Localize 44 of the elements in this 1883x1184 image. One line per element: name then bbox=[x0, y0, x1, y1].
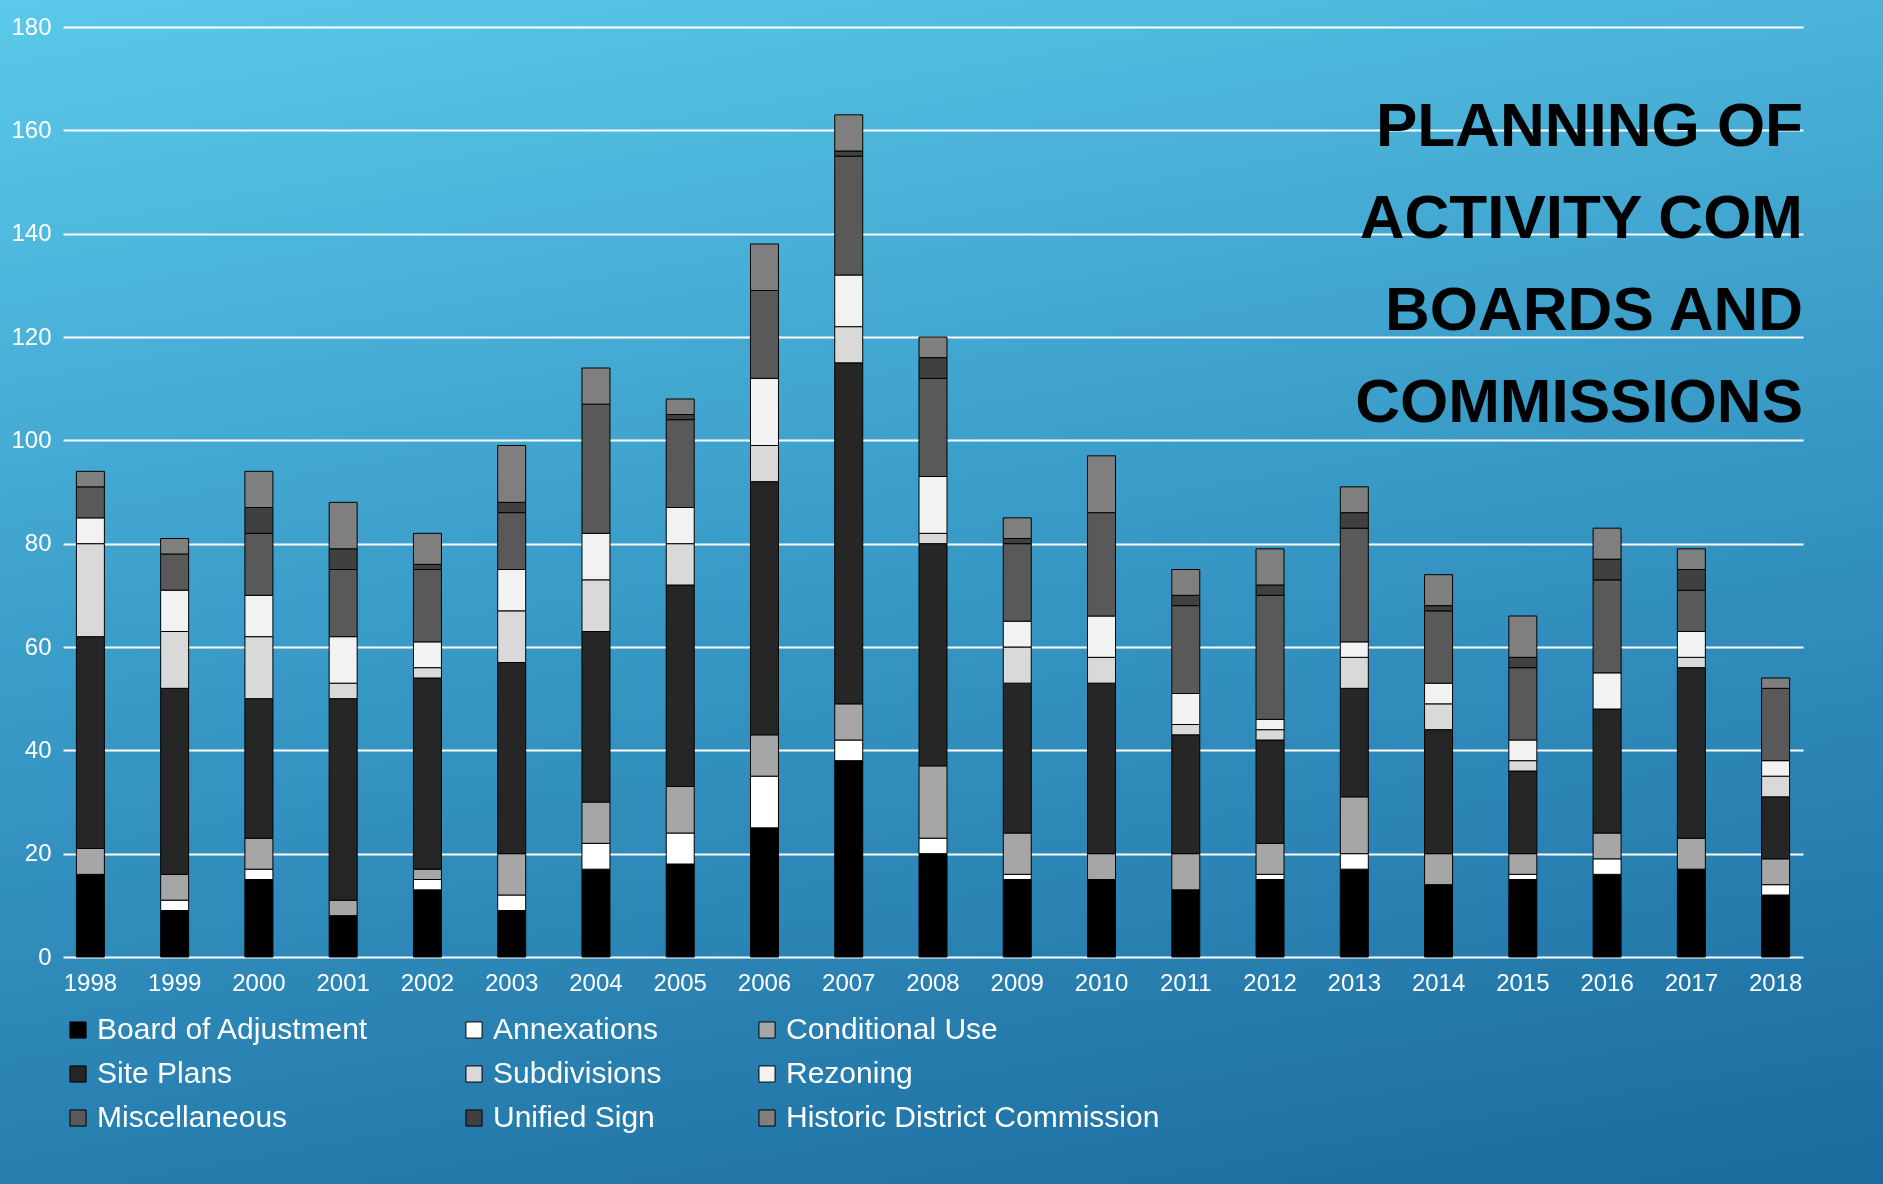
x-tick-label: 2014 bbox=[1411, 968, 1466, 996]
legend-label: Board of Adjustment bbox=[97, 1012, 368, 1045]
x-tick-label: 2018 bbox=[1748, 968, 1803, 996]
x-tick-label: 2010 bbox=[1074, 968, 1129, 996]
x-tick-label: 1998 bbox=[63, 968, 118, 996]
x-tick-label: 2005 bbox=[653, 968, 707, 996]
y-tick-label: 60 bbox=[24, 632, 52, 660]
legend-label: Unified Sign bbox=[493, 1100, 655, 1133]
x-tick-label: 2009 bbox=[990, 968, 1044, 996]
x-tick-label: 1999 bbox=[147, 968, 202, 996]
bar bbox=[1255, 879, 1285, 958]
x-tick-label: 2001 bbox=[316, 968, 370, 996]
x-tick-label: 2003 bbox=[485, 968, 539, 996]
x-tick-label: 2017 bbox=[1664, 968, 1719, 996]
y-tick-label: 180 bbox=[11, 12, 52, 40]
legend-label: Subdivisions bbox=[493, 1056, 662, 1089]
bar bbox=[1424, 574, 1454, 607]
legend-label: Rezoning bbox=[786, 1056, 913, 1089]
x-tick-label: 2007 bbox=[822, 968, 876, 996]
y-tick-label: 160 bbox=[11, 115, 52, 143]
x-tick-label: 2002 bbox=[400, 968, 455, 996]
y-tick-label: 80 bbox=[24, 529, 52, 557]
x-tick-label: 2015 bbox=[1496, 968, 1550, 996]
x-tick-label: 2006 bbox=[737, 968, 792, 996]
y-tick-label: 40 bbox=[24, 735, 52, 763]
y-tick-label: 140 bbox=[11, 219, 52, 247]
legend-label: Conditional Use bbox=[786, 1012, 998, 1045]
y-tick-label: 120 bbox=[11, 322, 52, 350]
x-tick-label: 2011 bbox=[1159, 968, 1212, 996]
legend-label: Site Plans bbox=[97, 1056, 233, 1089]
y-tick-label: 20 bbox=[24, 839, 52, 867]
y-tick-label: 0 bbox=[38, 942, 52, 970]
bar bbox=[1508, 879, 1538, 958]
x-tick-label: 2013 bbox=[1327, 968, 1381, 996]
legend-label: Annexations bbox=[493, 1012, 659, 1045]
x-tick-label: 2012 bbox=[1243, 968, 1297, 996]
x-tick-label: 2008 bbox=[906, 968, 960, 996]
x-tick-label: 2004 bbox=[569, 968, 623, 996]
x-tick-label: 2016 bbox=[1580, 968, 1634, 996]
legend-label: Miscellaneous bbox=[97, 1100, 288, 1133]
legend-label: Historic District Commission bbox=[786, 1100, 1160, 1133]
bar bbox=[1002, 879, 1032, 958]
y-tick-label: 100 bbox=[11, 425, 52, 453]
x-tick-label: 2000 bbox=[232, 968, 286, 996]
